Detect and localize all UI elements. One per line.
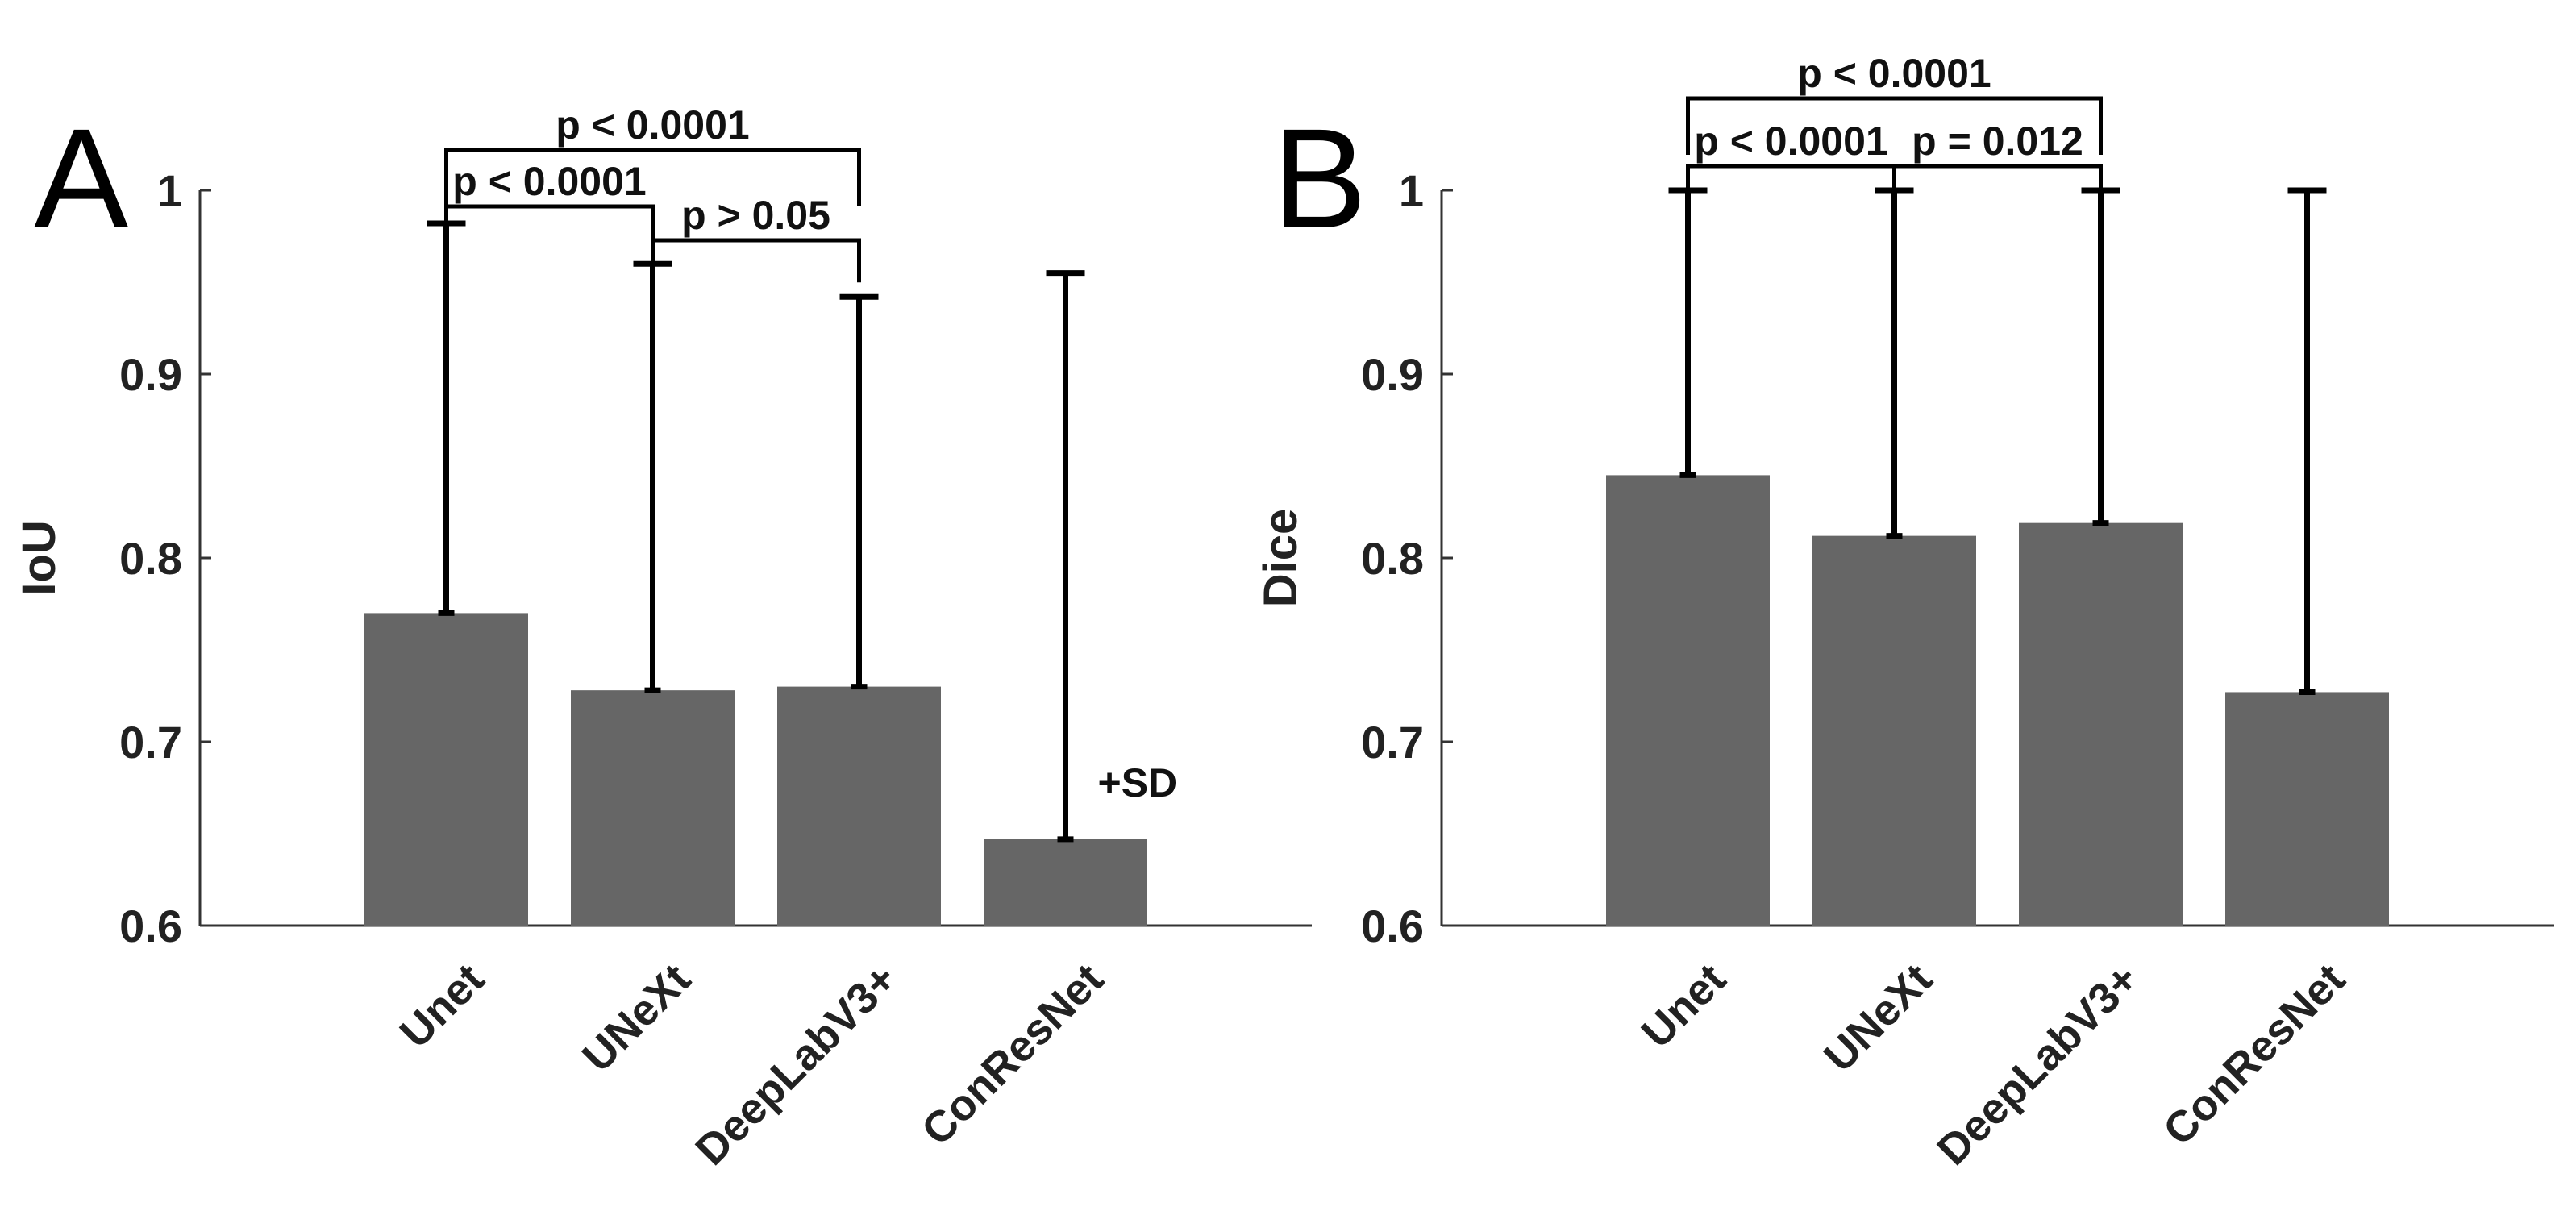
panel-b-bar-conresnet — [2225, 692, 2389, 926]
panel-b-x-tick-label: Unet — [1633, 955, 1735, 1057]
panel-b-bar-unet — [1606, 475, 1770, 926]
panel-a-y-tick-label: 0.7 — [119, 717, 182, 768]
panel-b-significance-bracket — [1686, 96, 2103, 155]
panel-b-y-axis-label: Dice — [1255, 509, 1307, 608]
panel-b-x-tick-label: ConResNet — [2154, 955, 2354, 1155]
panel-a-significance-bracket — [651, 238, 861, 283]
panel-a-x-tick-label: DeepLabV3+ — [686, 955, 906, 1175]
panel-a-bar-conresnet — [984, 839, 1147, 926]
panel-a-letter: A — [34, 100, 129, 258]
panel-a-significance-bracket — [444, 204, 655, 250]
panel-a-significance-bracket — [444, 148, 861, 206]
panel-a: A 0.6 0.7 0.8 0.9 1 IoU +SD p < 0.0001 p > 0.05 p … — [13, 100, 1312, 1175]
panel-b-p-value-label: p < 0.0001 — [1694, 119, 1887, 164]
panel-b-significance-bracket — [1686, 164, 1896, 190]
panel-a-p-value-label: p < 0.0001 — [556, 102, 749, 148]
panel-a-bar-deeplabv3 — [777, 686, 941, 926]
panel-b: B 0.6 0.7 0.8 0.9 1 Dice p < 0.0001 p = 0.012 p <… — [1255, 51, 2554, 1175]
panel-a-y-tick-label: 0.9 — [119, 349, 182, 400]
panel-b-y-tick-label: 1 — [1399, 165, 1424, 216]
panel-a-y-tick-label: 0.6 — [119, 901, 182, 951]
panel-b-p-value-label: p = 0.012 — [1912, 119, 2083, 164]
panel-a-y-axis-label: IoU — [13, 520, 65, 595]
panel-a-bar-unet — [364, 613, 528, 926]
panel-b-bar-unext — [1812, 535, 1976, 926]
panel-a-y-tick-label: 1 — [157, 165, 182, 216]
panel-a-p-value-label: p > 0.05 — [681, 193, 830, 238]
panel-a-x-tick-label: ConResNet — [913, 955, 1113, 1155]
panel-b-p-value-label: p < 0.0001 — [1797, 51, 1991, 96]
panel-b-y-tick-label: 0.7 — [1361, 717, 1424, 768]
panel-a-x-tick-label: Unet — [391, 955, 493, 1057]
panel-b-y-tick-label: 0.6 — [1361, 901, 1424, 951]
panel-a-sd-label: +SD — [1098, 760, 1178, 805]
panel-b-x-tick-label: UNeXt — [1815, 955, 1941, 1081]
panel-a-x-tick-label: UNeXt — [573, 955, 700, 1081]
panel-a-y-tick-label: 0.8 — [119, 533, 182, 584]
panel-b-letter: B — [1272, 100, 1367, 258]
panel-b-y-tick-label: 0.8 — [1361, 533, 1424, 584]
panel-a-p-value-label: p < 0.0001 — [452, 159, 646, 204]
panel-b-bar-deeplabv3 — [2019, 522, 2183, 926]
panel-b-x-tick-label: DeepLabV3+ — [1928, 955, 2148, 1175]
panel-b-y-tick-label: 0.9 — [1361, 349, 1424, 400]
panel-b-significance-bracket — [1892, 164, 2103, 190]
panel-a-bar-unext — [571, 690, 735, 926]
